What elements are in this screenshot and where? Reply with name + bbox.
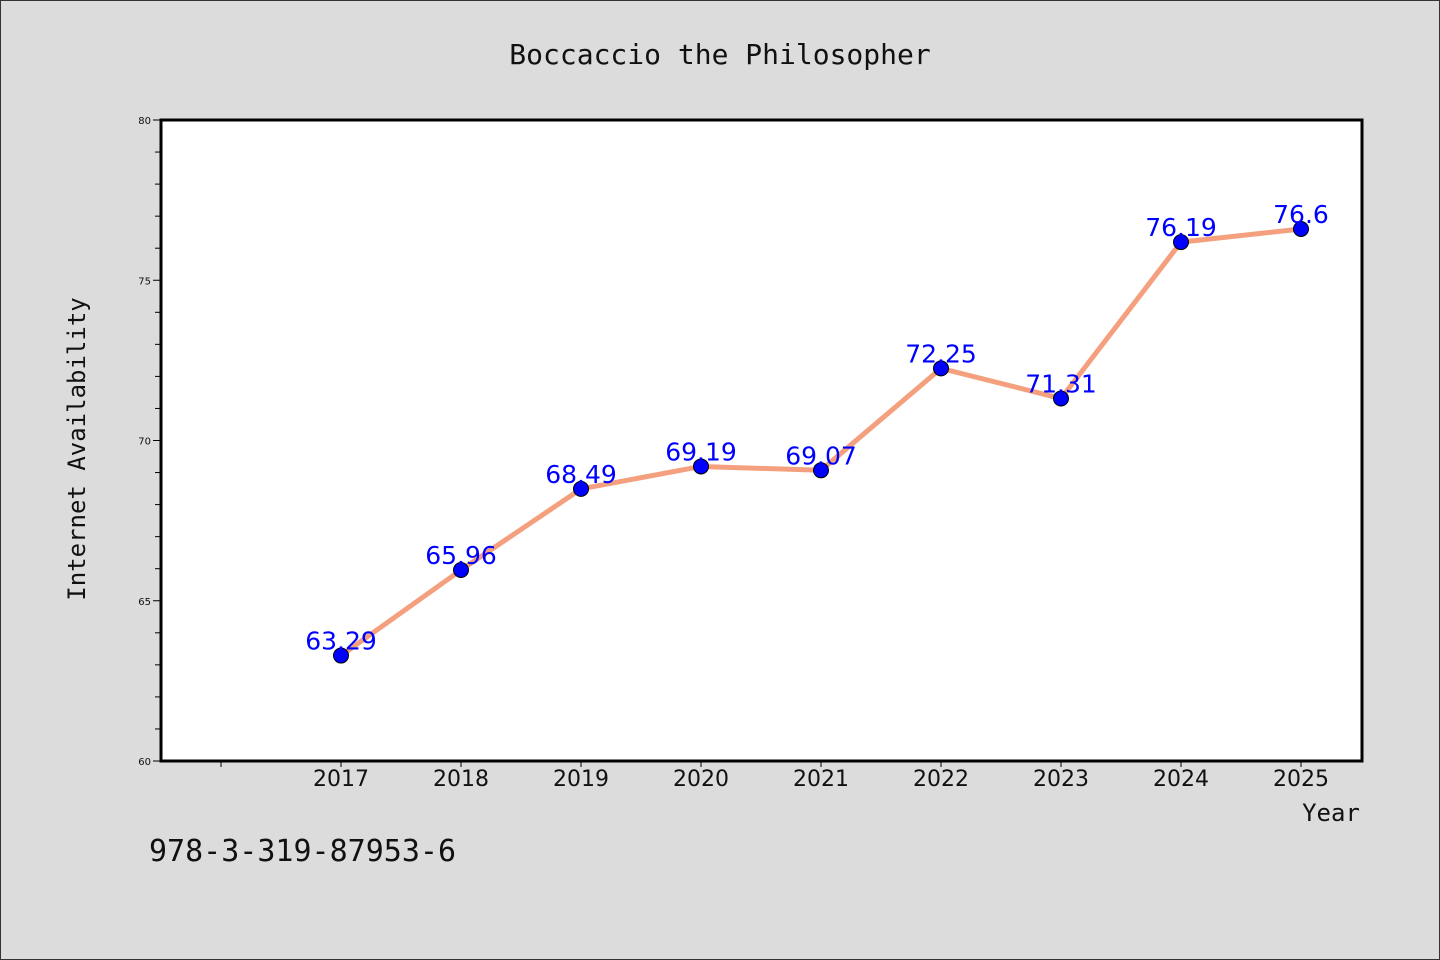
- y-tick-label: 75: [138, 276, 151, 287]
- data-point: [573, 480, 589, 497]
- data-point: [453, 561, 469, 578]
- y-tick-label: 70: [138, 437, 151, 448]
- y-axis: 60 65 70 75 80: [138, 116, 161, 768]
- x-tick-label: 2019: [553, 767, 609, 792]
- data-label: 69.19: [665, 437, 737, 466]
- y-tick-label: 80: [138, 116, 151, 127]
- data-label: 76.19: [1145, 213, 1217, 242]
- plot-area: [159, 118, 1364, 763]
- y-tick-label: 65: [138, 597, 151, 608]
- y-axis-label: Internet Availability: [63, 297, 91, 600]
- data-label: 63.29: [305, 627, 377, 656]
- x-tick-label: 2022: [913, 767, 969, 792]
- y-tick-label: 60: [138, 757, 151, 768]
- x-tick-label: 2017: [313, 767, 369, 792]
- data-point: [333, 647, 349, 664]
- data-label: 69.07: [785, 441, 857, 470]
- data-label: 71.31: [1025, 370, 1097, 399]
- data-label: 68.49: [545, 460, 617, 489]
- data-point: [693, 458, 709, 475]
- x-axis-label: Year: [1302, 799, 1360, 827]
- data-point: [1173, 234, 1189, 251]
- data-label: 76.6: [1273, 200, 1329, 229]
- data-point: [1293, 220, 1309, 237]
- data-label: 65.96: [425, 541, 497, 570]
- x-tick-label: 2018: [433, 767, 489, 792]
- data-point: [813, 462, 829, 479]
- x-tick-label: 2023: [1033, 767, 1089, 792]
- chart-title: Boccaccio the Philosopher: [509, 38, 930, 71]
- data-points: 63.29 65.96 68.49 69.19 69.07 72.25 71.31 76.19…: [305, 200, 1329, 664]
- x-tick-label: 2025: [1273, 767, 1329, 792]
- data-label: 72.25: [905, 339, 977, 368]
- isbn-text: 978-3-319-87953-6: [149, 834, 457, 869]
- x-tick-label: 2024: [1153, 767, 1209, 792]
- x-tick-label: 2021: [793, 767, 849, 792]
- x-axis: 2017 2018 2019 2020 2021 2022 2023 2024 2025: [220, 761, 1329, 792]
- data-point: [1053, 390, 1069, 407]
- x-tick-label: 2020: [673, 767, 729, 792]
- data-point: [933, 360, 949, 377]
